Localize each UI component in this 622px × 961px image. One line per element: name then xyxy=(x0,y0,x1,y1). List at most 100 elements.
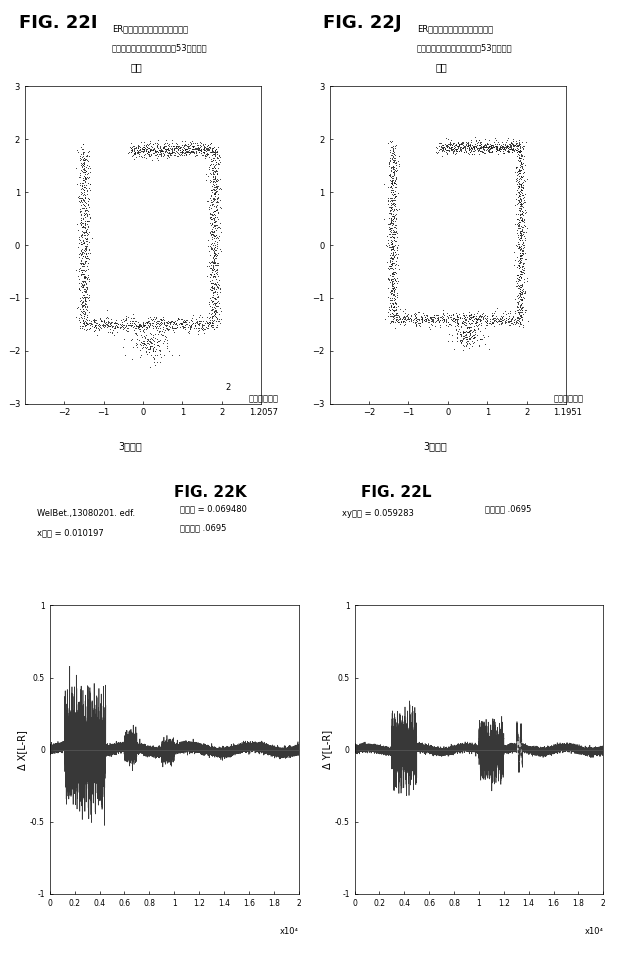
Point xyxy=(128,139,137,155)
Point xyxy=(144,136,154,152)
Point xyxy=(77,246,86,261)
Point xyxy=(204,296,214,311)
Point xyxy=(177,144,187,160)
Point xyxy=(491,133,501,148)
Point xyxy=(389,293,399,308)
Point xyxy=(84,242,94,258)
Point xyxy=(453,315,463,331)
Point xyxy=(188,144,198,160)
Point xyxy=(158,335,168,351)
Point xyxy=(184,140,194,156)
Point xyxy=(206,188,216,204)
Point xyxy=(387,185,397,201)
Point xyxy=(159,315,169,331)
Point xyxy=(81,315,91,331)
Point xyxy=(472,306,482,321)
Point xyxy=(386,257,396,272)
Point xyxy=(214,148,224,163)
Point xyxy=(518,224,528,239)
Point xyxy=(164,142,174,158)
Point xyxy=(126,139,136,155)
Point xyxy=(210,235,220,251)
Point xyxy=(79,269,89,284)
Point xyxy=(499,140,509,156)
Point xyxy=(79,276,89,291)
Point xyxy=(495,311,505,327)
Point xyxy=(200,139,210,155)
Point xyxy=(388,141,398,157)
Point xyxy=(513,236,522,252)
Point xyxy=(77,245,87,260)
Point xyxy=(180,313,190,329)
Point xyxy=(475,137,485,153)
Point xyxy=(207,275,216,290)
Point xyxy=(211,198,221,213)
Text: 全分散 = 0.069480: 全分散 = 0.069480 xyxy=(180,505,248,513)
Point xyxy=(453,138,463,154)
Point xyxy=(385,255,395,270)
Point xyxy=(401,314,411,330)
Point xyxy=(80,255,90,270)
Point xyxy=(457,315,467,331)
Point xyxy=(111,321,121,336)
Point xyxy=(474,316,484,332)
Point xyxy=(447,317,457,333)
Point xyxy=(482,313,492,329)
Point xyxy=(397,311,407,327)
Point xyxy=(77,179,87,194)
Point xyxy=(458,137,468,153)
Point xyxy=(128,339,137,355)
Point xyxy=(388,143,398,159)
Point xyxy=(139,149,149,164)
Point xyxy=(167,318,177,333)
Point xyxy=(202,193,212,209)
Point xyxy=(387,239,397,255)
Point xyxy=(207,299,217,314)
Point xyxy=(447,328,457,343)
Point xyxy=(159,322,169,337)
Point xyxy=(211,309,221,325)
Point xyxy=(83,190,93,206)
Point xyxy=(484,138,494,154)
Point xyxy=(207,224,217,239)
Point xyxy=(514,188,524,204)
Point xyxy=(76,214,86,230)
Point xyxy=(207,206,217,221)
Point xyxy=(511,173,521,188)
Point xyxy=(518,266,527,282)
Point xyxy=(174,348,183,363)
Point xyxy=(387,247,397,262)
Point xyxy=(162,340,172,356)
Point xyxy=(76,242,86,258)
Point xyxy=(156,148,166,163)
Point xyxy=(478,309,488,325)
Point xyxy=(391,201,401,216)
Point xyxy=(516,280,526,295)
Point xyxy=(82,169,92,185)
Point xyxy=(113,316,123,332)
Point xyxy=(450,318,460,333)
Point xyxy=(141,328,151,343)
Point xyxy=(164,138,174,154)
Point xyxy=(434,138,443,154)
Point xyxy=(208,210,218,226)
Point xyxy=(455,142,465,158)
Point xyxy=(172,312,182,328)
Point xyxy=(464,315,474,331)
Point xyxy=(392,250,402,265)
Point xyxy=(78,151,88,166)
Point xyxy=(517,139,527,155)
Point xyxy=(519,271,529,286)
Point xyxy=(139,321,149,336)
Point xyxy=(154,316,164,332)
Point xyxy=(169,315,179,331)
Text: 2: 2 xyxy=(226,383,231,392)
Point xyxy=(508,316,518,332)
Point xyxy=(437,148,447,163)
Point xyxy=(515,256,525,271)
Point xyxy=(390,237,400,253)
Point xyxy=(202,315,212,331)
Point xyxy=(481,143,491,159)
Point xyxy=(385,253,395,268)
Point xyxy=(480,137,490,153)
